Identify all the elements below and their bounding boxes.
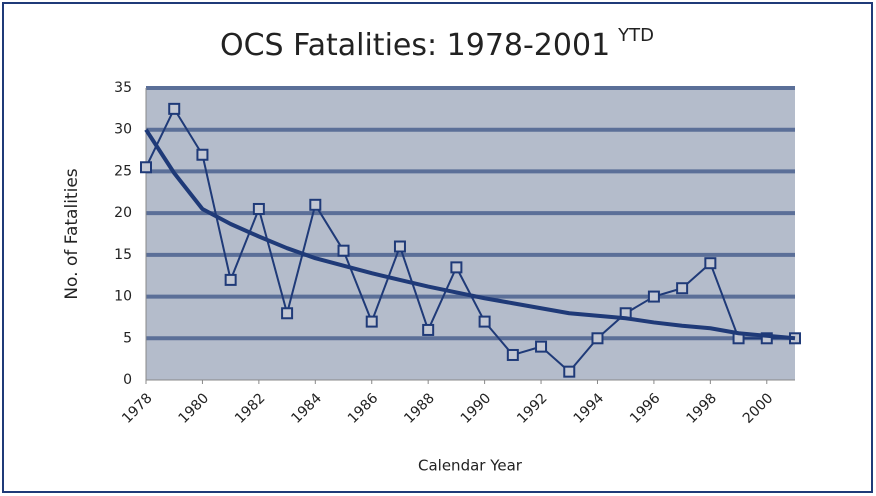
data-point: [168, 102, 181, 115]
data-point: [760, 332, 773, 345]
x-axis-label: Calendar Year: [418, 457, 523, 475]
y-tick-label: 30: [114, 122, 132, 138]
data-point: [704, 257, 717, 270]
title-superscript: YTD: [617, 25, 654, 46]
data-point: [478, 315, 491, 328]
plot-area: [146, 88, 795, 380]
data-point: [535, 340, 548, 353]
y-tick-label: 35: [114, 80, 132, 96]
series-line: [144, 128, 796, 341]
y-tick-label: 0: [123, 372, 132, 388]
data-point: [591, 332, 604, 345]
y-axis-label: No. of Fatalities: [62, 168, 82, 299]
title-text: OCS Fatalities: 1978-2001: [220, 28, 610, 63]
y-tick-label: 15: [114, 247, 132, 263]
data-point: [647, 290, 660, 303]
data-point: [563, 365, 576, 378]
data-point: [196, 148, 209, 161]
data-point: [365, 315, 378, 328]
data-point: [224, 273, 237, 286]
data-point: [309, 198, 322, 211]
data-point: [506, 348, 519, 361]
y-tick-label: 5: [123, 330, 132, 346]
y-tick-label: 10: [114, 289, 132, 305]
data-point: [281, 307, 294, 320]
chart-title: OCS Fatalities: 1978-2001 YTD: [220, 25, 654, 63]
data-point: [252, 202, 265, 215]
data-point: [393, 240, 406, 253]
y-tick-label: 20: [114, 205, 132, 221]
data-point: [337, 244, 350, 257]
data-point: [140, 161, 152, 174]
data-point: [676, 282, 689, 295]
data-point: [422, 323, 435, 336]
y-tick-label: 25: [114, 163, 132, 179]
data-point: [450, 261, 463, 274]
